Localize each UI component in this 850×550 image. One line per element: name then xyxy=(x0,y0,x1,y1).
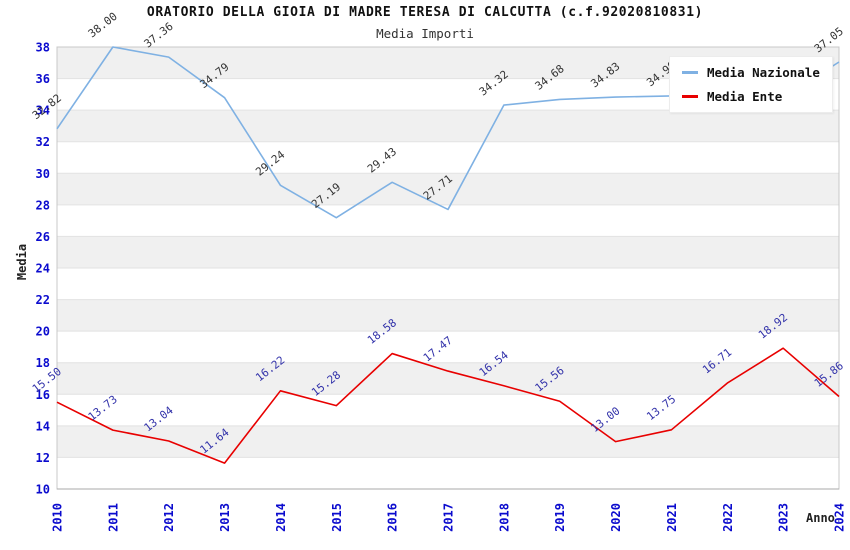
x-tick-label: 2023 xyxy=(777,503,791,532)
x-tick-label: 2019 xyxy=(553,503,567,532)
plot-band xyxy=(57,299,839,332)
legend-item-media-ente: Media Ente xyxy=(682,89,820,104)
media-nazionale-line-swatch-icon xyxy=(682,71,698,74)
series-line-media-ente xyxy=(56,347,840,464)
plot-band xyxy=(57,362,839,395)
value-label: 37.36 xyxy=(142,20,176,51)
y-tick-label: 28 xyxy=(36,198,50,212)
y-tick-label: 10 xyxy=(36,483,50,497)
x-tick-label: 2018 xyxy=(497,503,511,532)
y-tick-label: 20 xyxy=(36,325,50,339)
x-tick-label: 2011 xyxy=(106,503,120,532)
x-tick-label: 2012 xyxy=(162,503,176,532)
legend-label-media-ente: Media Ente xyxy=(707,89,783,104)
plot-band xyxy=(57,141,839,174)
x-axis-title: Anno xyxy=(806,511,835,525)
plot-band xyxy=(57,236,839,268)
y-tick-label: 18 xyxy=(36,356,50,370)
x-tick-label: 2022 xyxy=(721,503,735,532)
legend: Media Nazionale Media Ente xyxy=(669,56,833,113)
y-tick-label: 12 xyxy=(36,451,50,465)
y-tick-label: 34 xyxy=(36,104,50,118)
chart-subtitle: Media Importi xyxy=(376,26,474,41)
y-tick-label: 22 xyxy=(36,293,50,307)
value-label: 38.00 xyxy=(86,10,120,41)
y-tick-label: 32 xyxy=(36,135,50,149)
plot-band xyxy=(57,331,839,363)
y-tick-label: 26 xyxy=(36,230,50,244)
plot-band xyxy=(57,268,839,300)
x-tick-label: 2013 xyxy=(218,503,232,532)
y-tick-label: 14 xyxy=(36,419,50,433)
plot-band xyxy=(57,394,839,426)
x-tick-label: 2014 xyxy=(274,503,288,532)
y-tick-label: 24 xyxy=(36,262,50,276)
media-ente-line-swatch-icon xyxy=(682,95,698,98)
y-tick-label: 38 xyxy=(36,41,50,55)
y-tick-label: 36 xyxy=(36,72,50,86)
x-tick-label: 2021 xyxy=(665,503,679,532)
legend-label-media-nazionale: Media Nazionale xyxy=(707,65,820,80)
legend-item-media-nazionale: Media Nazionale xyxy=(682,65,820,80)
x-tick-label: 2020 xyxy=(609,503,623,532)
x-tick-label: 2024 xyxy=(833,503,847,532)
plot-band xyxy=(57,173,839,205)
chart-title: ORATORIO DELLA GIOIA DI MADRE TERESA DI … xyxy=(146,5,704,20)
x-tick-label: 2015 xyxy=(330,503,344,532)
plot-band xyxy=(57,425,839,458)
plot-band xyxy=(57,457,839,489)
plot-band xyxy=(57,110,839,142)
x-tick-label: 2016 xyxy=(386,503,400,532)
y-tick-label: 16 xyxy=(36,388,50,402)
x-tick-label: 2017 xyxy=(442,503,456,532)
y-tick-label: 30 xyxy=(36,167,50,181)
x-tick-label: 2010 xyxy=(51,503,65,532)
